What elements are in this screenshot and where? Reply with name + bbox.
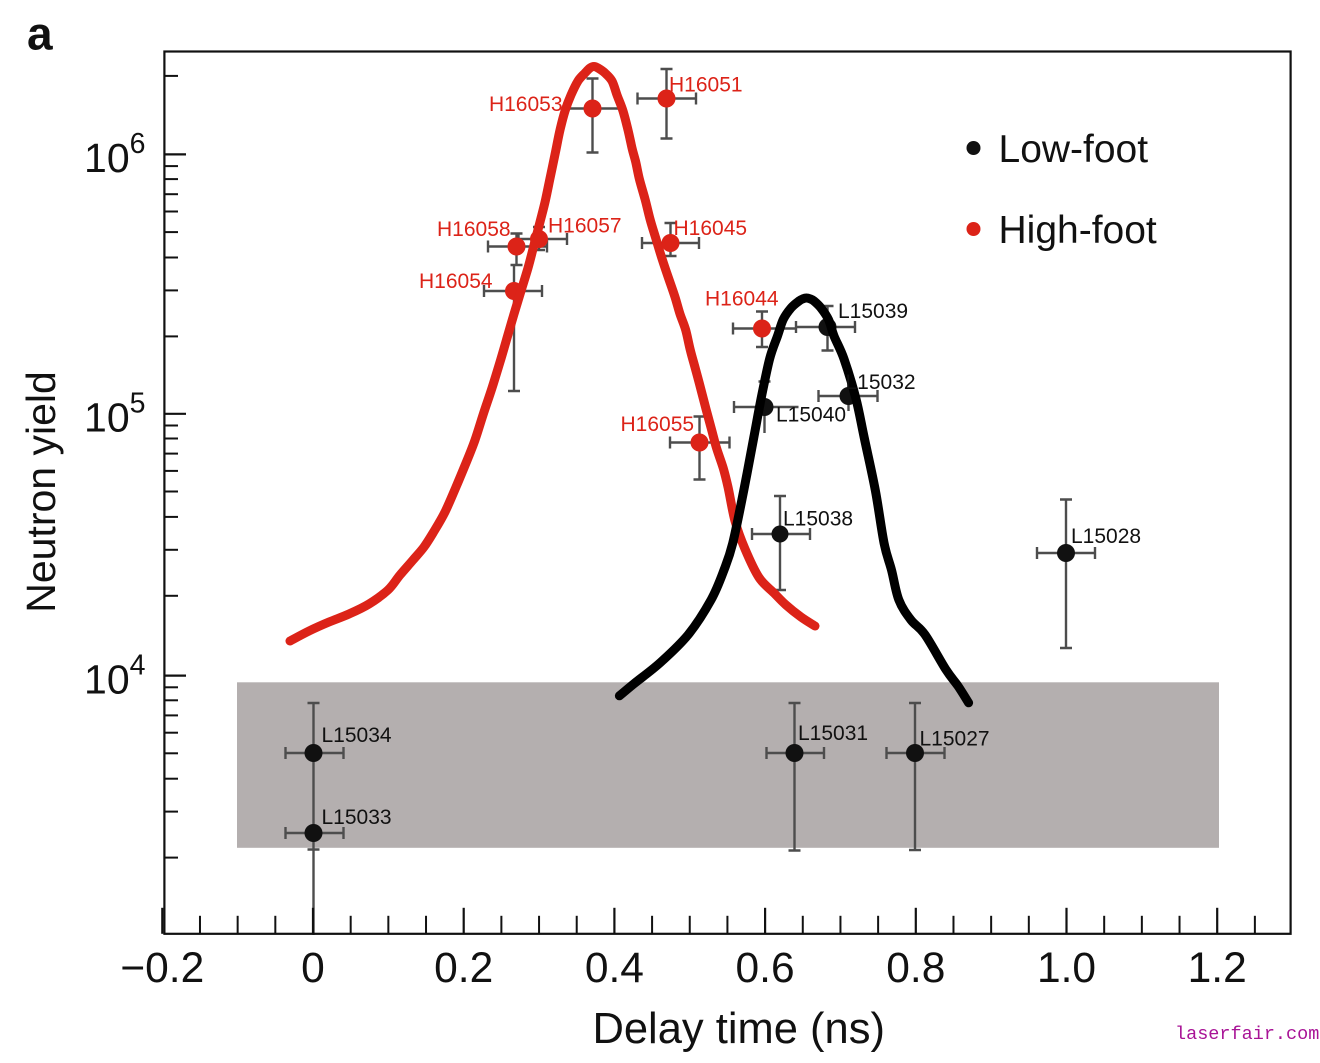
svg-text:L15034: L15034 xyxy=(322,724,392,747)
svg-text:L15038: L15038 xyxy=(783,508,853,531)
svg-text:High-foot: High-foot xyxy=(999,209,1157,252)
svg-text:L15027: L15027 xyxy=(920,728,990,751)
svg-text:Low-foot: Low-foot xyxy=(999,128,1149,171)
svg-text:L15033: L15033 xyxy=(322,806,392,829)
svg-text:H16045: H16045 xyxy=(674,217,748,240)
svg-text:Delay time (ns): Delay time (ns) xyxy=(592,1005,884,1053)
svg-text:0: 0 xyxy=(301,945,325,992)
svg-text:a: a xyxy=(27,8,53,60)
svg-text:H16055: H16055 xyxy=(621,413,695,436)
svg-text:L15032: L15032 xyxy=(846,371,916,394)
svg-text:H16044: H16044 xyxy=(705,288,779,311)
svg-text:104: 104 xyxy=(84,649,146,702)
svg-text:L15028: L15028 xyxy=(1071,525,1141,548)
svg-text:1.0: 1.0 xyxy=(1037,945,1096,992)
svg-text:laserfair.com: laserfair.com xyxy=(1175,1024,1319,1045)
svg-text:H16054: H16054 xyxy=(419,270,493,293)
svg-text:L15031: L15031 xyxy=(798,722,868,745)
svg-text:H16053: H16053 xyxy=(489,93,563,116)
svg-text:1.2: 1.2 xyxy=(1188,945,1247,992)
svg-text:Neutron yield: Neutron yield xyxy=(18,371,64,613)
svg-text:−0.2: −0.2 xyxy=(120,945,204,992)
svg-text:106: 106 xyxy=(84,128,145,181)
svg-text:H16051: H16051 xyxy=(669,74,743,97)
svg-text:0.2: 0.2 xyxy=(434,945,493,992)
svg-text:L15040: L15040 xyxy=(776,404,846,427)
svg-text:0.6: 0.6 xyxy=(736,945,795,992)
svg-text:H16057: H16057 xyxy=(548,215,622,238)
svg-text:105: 105 xyxy=(84,388,145,441)
svg-text:0.4: 0.4 xyxy=(585,945,644,992)
svg-text:H16058: H16058 xyxy=(437,218,511,241)
svg-text:L15039: L15039 xyxy=(838,300,908,323)
svg-text:0.8: 0.8 xyxy=(886,945,945,992)
